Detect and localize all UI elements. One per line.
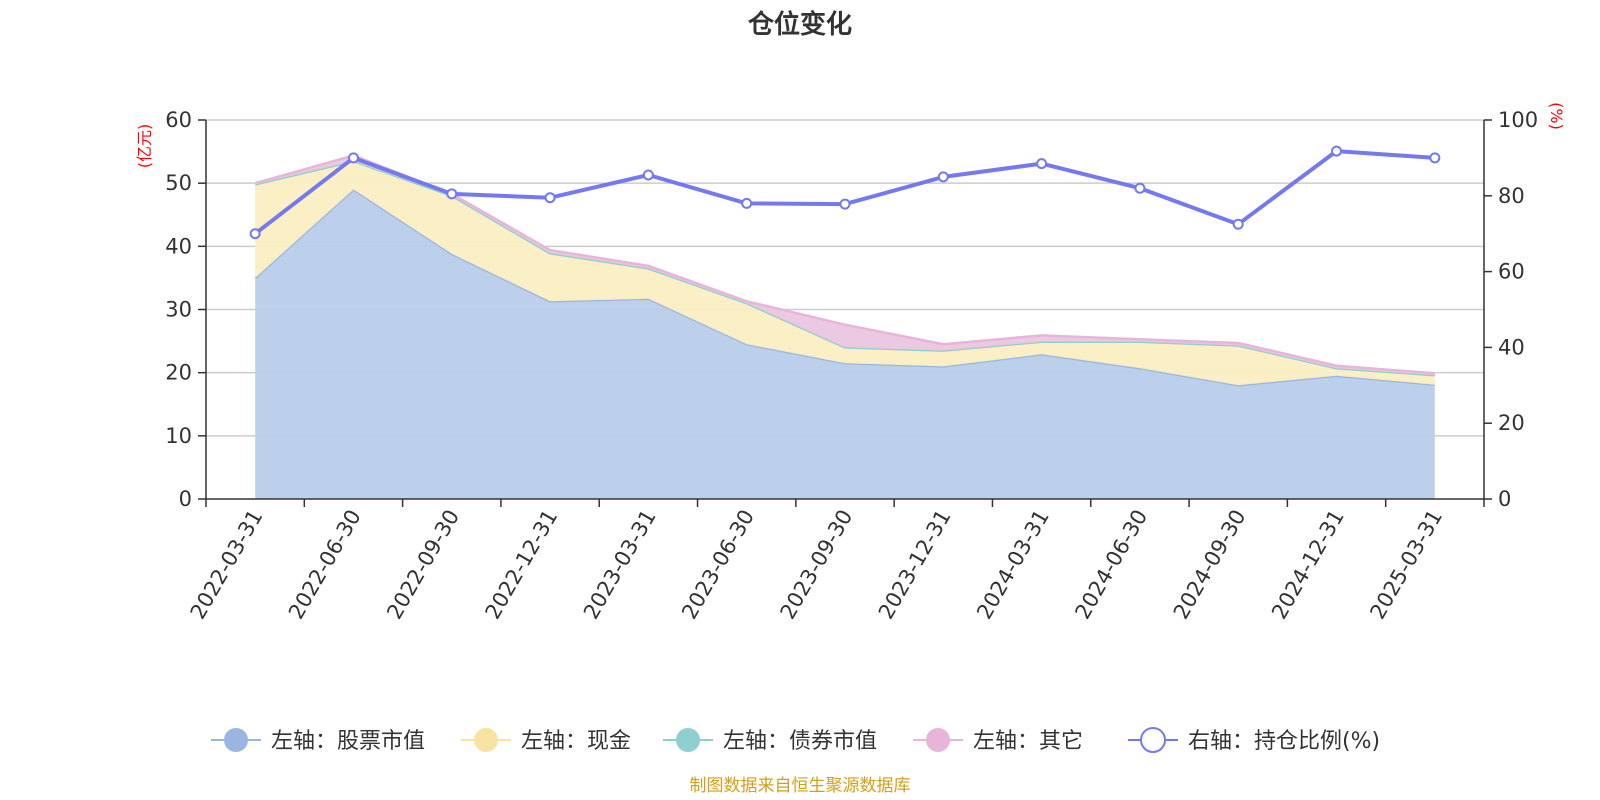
ratio-point (1036, 158, 1048, 170)
legend-label: 左轴：债券市值 (723, 729, 877, 754)
right-tick-label: 0 (1498, 487, 1511, 511)
left-tick-label: 20 (165, 361, 192, 385)
ratio-line-series (249, 145, 1441, 240)
left-tick-label: 30 (165, 298, 192, 322)
ratio-point (642, 169, 654, 181)
ratio-point (839, 198, 851, 210)
x-tick-label: 2024-03-31 (972, 506, 1054, 624)
x-tick-label: 2024-12-31 (1267, 506, 1349, 624)
legend-marker (676, 728, 700, 752)
x-tick-label: 2023-12-31 (874, 505, 956, 623)
left-tick-label: 10 (165, 424, 192, 448)
right-tick-label: 60 (1498, 260, 1525, 284)
x-tick-label: 2023-06-30 (677, 506, 759, 624)
left-tick-label: 50 (165, 171, 192, 195)
ratio-point (741, 197, 753, 209)
right-tick-label: 80 (1498, 184, 1525, 208)
left-tick-label: 40 (165, 234, 192, 258)
right-tick-label: 20 (1498, 411, 1525, 435)
right-tick-label: 40 (1498, 335, 1525, 359)
ratio-point (1232, 218, 1244, 230)
left-axis-unit: (亿元) (135, 124, 154, 169)
x-tick-label: 2022-12-31 (481, 506, 563, 624)
x-tick-label: 2024-09-30 (1169, 506, 1251, 624)
right-tick-label: 100 (1498, 108, 1538, 132)
legend-label: 左轴：其它 (973, 729, 1083, 754)
x-tick-label: 2025-03-31 (1365, 506, 1447, 624)
ratio-point (446, 188, 458, 200)
ratio-point (1134, 182, 1146, 194)
legend: 左轴：股票市值 左轴：现金 左轴：债券市值 左轴：其它 右轴：持仓比例(%) (211, 727, 1380, 754)
area-左轴：股票市值 (255, 189, 1435, 499)
legend-label: 左轴：现金 (521, 729, 631, 754)
ratio-point (1429, 152, 1441, 164)
legend-marker (474, 728, 498, 752)
ratio-point (1331, 145, 1343, 157)
legend-label: 左轴：股票市值 (271, 729, 425, 754)
legend-marker (1140, 727, 1166, 753)
ratio-point (249, 228, 261, 240)
legend-marker (224, 728, 248, 752)
x-tick-label: 2022-03-31 (186, 506, 268, 624)
x-tick-label: 2023-03-31 (579, 506, 661, 624)
legend-marker (926, 728, 950, 752)
ratio-point (544, 192, 556, 204)
legend-label: 右轴：持仓比例(%) (1188, 729, 1380, 754)
left-tick-label: 0 (179, 487, 192, 511)
ratio-point (347, 152, 359, 164)
x-tick-label: 2022-09-30 (382, 506, 464, 624)
right-axis-unit: (%) (1547, 102, 1566, 130)
chart-title: 仓位变化 (747, 9, 852, 40)
x-tick-label: 2023-09-30 (776, 506, 858, 624)
area-左轴：其它 (255, 155, 1435, 376)
x-tick-label: 2024-06-30 (1070, 506, 1152, 624)
data-source-note: 制图数据来自恒生聚源数据库 (690, 776, 911, 796)
ratio-point (937, 171, 949, 183)
left-tick-label: 60 (165, 108, 192, 132)
area-左轴：现金 (255, 161, 1435, 386)
x-tick-label: 2022-06-30 (284, 506, 366, 624)
